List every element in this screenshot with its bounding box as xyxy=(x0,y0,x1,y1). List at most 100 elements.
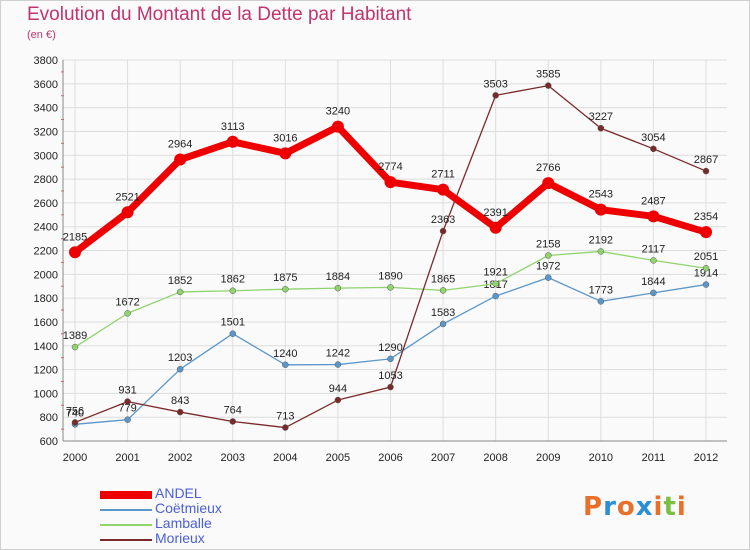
data-point xyxy=(226,135,239,148)
data-point xyxy=(387,284,394,291)
data-point xyxy=(282,361,289,369)
data-point xyxy=(387,355,394,363)
data-label: 2354 xyxy=(694,211,718,223)
x-tick-label: 2001 xyxy=(115,452,139,464)
y-tick-label: 1600 xyxy=(34,317,58,329)
data-label: 740 xyxy=(66,407,84,419)
data-label: 1884 xyxy=(326,271,350,283)
data-label: 1501 xyxy=(221,317,245,329)
data-label: 1240 xyxy=(273,348,297,360)
data-label: 3054 xyxy=(641,132,665,144)
y-tick-label: 1000 xyxy=(34,388,58,400)
x-tick-label: 2012 xyxy=(694,452,718,464)
data-label: 713 xyxy=(276,411,294,423)
data-point xyxy=(176,408,184,416)
data-point xyxy=(71,343,79,351)
data-point xyxy=(334,361,342,368)
series-lamballe: 1389 1672 1852 1862 1875 1884 1890 1865 1921 2158… xyxy=(63,234,718,351)
data-label: 1972 xyxy=(536,261,560,273)
data-point xyxy=(229,287,236,294)
data-point xyxy=(229,330,236,337)
y-tick-label: 2000 xyxy=(34,269,58,281)
data-label: 779 xyxy=(118,403,136,415)
data-point xyxy=(545,252,552,259)
legend-swatch xyxy=(100,539,152,541)
data-point xyxy=(650,257,657,264)
data-point xyxy=(334,284,342,292)
data-label: 2363 xyxy=(431,214,455,226)
data-point xyxy=(700,226,712,239)
data-label: 1862 xyxy=(221,274,245,286)
data-label: 2766 xyxy=(536,162,560,174)
data-point xyxy=(279,147,292,160)
x-tick-label: 2006 xyxy=(378,452,402,464)
data-label: 2051 xyxy=(694,251,718,263)
data-point xyxy=(594,203,607,216)
data-label: 1844 xyxy=(641,276,665,288)
x-tick-label: 2010 xyxy=(589,452,613,464)
data-label: 3113 xyxy=(221,121,245,133)
data-point xyxy=(647,210,660,223)
chart-title: Evolution du Montant de la Dette par Hab… xyxy=(27,4,412,25)
data-point xyxy=(492,292,499,300)
data-label: 2391 xyxy=(483,207,507,219)
data-point xyxy=(542,177,555,190)
legend-label: ANDEL xyxy=(155,485,202,501)
data-point xyxy=(71,419,79,426)
data-label: 3227 xyxy=(589,111,613,123)
data-point xyxy=(492,280,499,287)
data-point xyxy=(282,285,289,293)
data-label: 764 xyxy=(224,404,242,416)
x-tick-label: 2008 xyxy=(483,452,507,464)
data-point xyxy=(597,298,605,305)
series-andel: 2185 2521 2964 3113 3016 3240 2774 2711 2391 2766… xyxy=(63,106,718,259)
legend-label: Morieux xyxy=(155,530,205,546)
data-point xyxy=(69,246,81,259)
series-coëtmieux: 7407791203150112401242129015831817197217… xyxy=(66,261,718,428)
data-label: 2867 xyxy=(694,154,718,166)
unit-label: (en €) xyxy=(27,29,56,41)
data-label: 3585 xyxy=(536,69,560,81)
data-label: 3016 xyxy=(273,132,297,144)
data-label: 1921 xyxy=(483,267,507,279)
data-point xyxy=(439,320,447,328)
data-point xyxy=(121,206,134,219)
data-label: 2774 xyxy=(378,161,402,173)
y-tick-label: 3600 xyxy=(34,79,58,91)
data-point xyxy=(650,289,657,297)
data-point xyxy=(229,418,236,425)
y-tick-label: 3400 xyxy=(34,103,58,115)
data-point xyxy=(384,176,397,189)
proxiti-logo: Proxiti xyxy=(583,492,687,522)
data-label: 2158 xyxy=(536,239,560,251)
data-label: 1865 xyxy=(431,273,455,285)
data-label: 1672 xyxy=(115,296,139,308)
data-point xyxy=(492,92,499,99)
data-point xyxy=(597,124,605,132)
y-tick-label: 3200 xyxy=(34,126,58,138)
y-tick-label: 2400 xyxy=(34,222,58,234)
data-label: 2711 xyxy=(431,169,455,181)
data-point xyxy=(597,248,605,255)
data-label: 931 xyxy=(118,385,136,397)
data-point xyxy=(124,398,131,405)
data-point xyxy=(174,153,187,166)
x-tick-label: 2000 xyxy=(63,452,87,464)
x-tick-label: 2005 xyxy=(326,452,350,464)
data-point xyxy=(124,310,131,317)
data-label: 1389 xyxy=(63,330,87,342)
data-label: 1914 xyxy=(694,268,718,280)
y-tick-label: 1800 xyxy=(34,293,58,305)
y-tick-label: 600 xyxy=(40,436,58,448)
data-label: 1773 xyxy=(589,284,613,296)
data-point xyxy=(702,167,710,175)
y-tick-label: 2600 xyxy=(34,198,58,210)
data-label: 2117 xyxy=(642,243,666,255)
data-label: 1852 xyxy=(168,275,192,287)
data-label: 2192 xyxy=(589,234,613,246)
data-label: 1583 xyxy=(431,307,455,319)
data-label: 2487 xyxy=(641,195,665,207)
data-point xyxy=(545,274,552,281)
data-label: 2521 xyxy=(115,191,139,203)
